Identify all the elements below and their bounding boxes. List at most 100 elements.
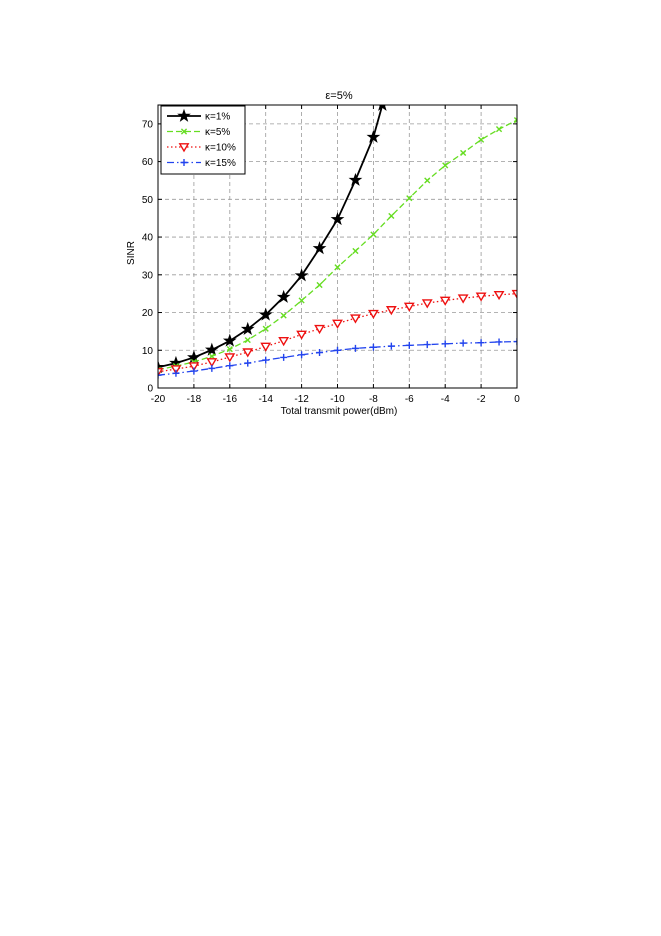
x-marker bbox=[460, 149, 467, 157]
y-axis-label: SINR bbox=[126, 241, 137, 265]
star-marker bbox=[240, 321, 255, 335]
triangle-marker bbox=[367, 309, 379, 320]
triangle-marker bbox=[493, 290, 505, 301]
series-4 bbox=[158, 338, 517, 379]
triangle-marker bbox=[314, 324, 325, 335]
triangle-marker bbox=[242, 348, 254, 358]
legend-box bbox=[160, 105, 246, 175]
y-tick-label: 30 bbox=[142, 270, 154, 281]
x-marker bbox=[424, 177, 431, 184]
star-marker bbox=[366, 129, 381, 143]
legend: κ=1% κ=5% κ=10% κ=15% bbox=[160, 105, 246, 175]
plus-marker bbox=[180, 159, 188, 166]
plus-marker bbox=[369, 343, 377, 351]
x-marker bbox=[388, 212, 395, 220]
plus-marker bbox=[459, 339, 467, 347]
triangle-marker bbox=[385, 306, 397, 316]
x-marker bbox=[495, 126, 503, 133]
plus-marker bbox=[172, 369, 180, 377]
x-marker bbox=[406, 195, 413, 202]
plus-marker bbox=[441, 340, 449, 348]
legend-label: κ=10% bbox=[205, 143, 236, 154]
triangle-marker bbox=[403, 302, 415, 312]
triangle-marker bbox=[278, 336, 290, 347]
x-marker bbox=[226, 346, 233, 353]
star-marker bbox=[276, 289, 291, 303]
x-marker bbox=[334, 264, 341, 271]
triangle-marker bbox=[439, 296, 451, 306]
triangle-marker bbox=[350, 314, 361, 324]
y-tick-label: 40 bbox=[142, 233, 154, 244]
star-marker bbox=[330, 212, 345, 226]
star-marker bbox=[177, 108, 191, 122]
y-tick-label: 50 bbox=[142, 195, 154, 206]
x-marker bbox=[352, 247, 359, 255]
star-marker bbox=[294, 268, 309, 282]
x-marker bbox=[442, 162, 449, 169]
x-tick-label: -20 bbox=[151, 394, 166, 405]
x-marker bbox=[180, 128, 188, 135]
plus-marker bbox=[423, 341, 431, 349]
x-marker bbox=[370, 231, 377, 238]
x-tick-label: -18 bbox=[187, 394, 202, 405]
legend-label: κ=5% bbox=[205, 127, 230, 138]
triangle-marker bbox=[178, 143, 190, 153]
triangle-marker bbox=[224, 353, 236, 363]
x-tick-label: -8 bbox=[369, 394, 378, 405]
plus-marker bbox=[208, 364, 216, 372]
triangle-marker bbox=[260, 342, 272, 352]
x-axis-label: Total transmit power(dBm) bbox=[281, 406, 398, 417]
plus-marker bbox=[158, 371, 162, 379]
triangle-marker bbox=[511, 289, 517, 300]
x-tick-label: -6 bbox=[405, 394, 414, 405]
x-tick-label: -12 bbox=[294, 394, 309, 405]
plus-marker bbox=[316, 349, 324, 357]
x-marker bbox=[244, 336, 251, 344]
x-marker bbox=[208, 353, 215, 360]
plus-marker bbox=[477, 339, 485, 347]
x-marker bbox=[280, 312, 287, 319]
plus-marker bbox=[351, 344, 359, 352]
x-marker bbox=[262, 325, 269, 332]
x-tick-label: -14 bbox=[258, 394, 273, 405]
triangle-marker bbox=[332, 319, 343, 329]
x-tick-label: -2 bbox=[477, 394, 486, 405]
legend-label: κ=1% bbox=[205, 112, 230, 123]
x-marker bbox=[298, 297, 305, 304]
triangle-marker bbox=[475, 292, 487, 302]
chart-title: ε=5% bbox=[325, 90, 352, 102]
plus-marker bbox=[244, 359, 252, 367]
y-tick-label: 0 bbox=[147, 384, 153, 395]
series-line bbox=[158, 293, 517, 373]
plus-marker bbox=[334, 346, 341, 354]
triangle-marker bbox=[296, 330, 308, 340]
x-tick-label: -10 bbox=[330, 394, 345, 405]
star-marker bbox=[348, 172, 363, 186]
plus-marker bbox=[513, 338, 517, 346]
triangle-marker bbox=[457, 294, 469, 304]
star-marker bbox=[204, 342, 219, 356]
series-group bbox=[158, 105, 517, 379]
star-marker bbox=[312, 241, 327, 255]
plus-marker bbox=[280, 353, 288, 361]
legend-label: κ=15% bbox=[205, 158, 236, 169]
plus-marker bbox=[262, 356, 270, 364]
triangle-marker bbox=[188, 362, 200, 372]
triangle-marker bbox=[206, 358, 218, 368]
star-marker bbox=[378, 105, 387, 111]
star-marker bbox=[222, 333, 237, 347]
triangle-marker bbox=[421, 299, 433, 309]
plus-marker bbox=[387, 342, 395, 350]
x-tick-label: -16 bbox=[223, 394, 238, 405]
x-tick-label: 0 bbox=[514, 394, 520, 405]
x-marker bbox=[513, 116, 517, 124]
plus-marker bbox=[495, 338, 503, 346]
series-1 bbox=[158, 105, 387, 374]
y-tick-label: 70 bbox=[142, 119, 154, 130]
plus-marker bbox=[298, 351, 306, 359]
triangle-marker bbox=[158, 367, 164, 378]
plus-marker bbox=[405, 341, 413, 349]
y-tick-label: 20 bbox=[142, 308, 154, 319]
y-tick-label: 10 bbox=[142, 346, 154, 357]
